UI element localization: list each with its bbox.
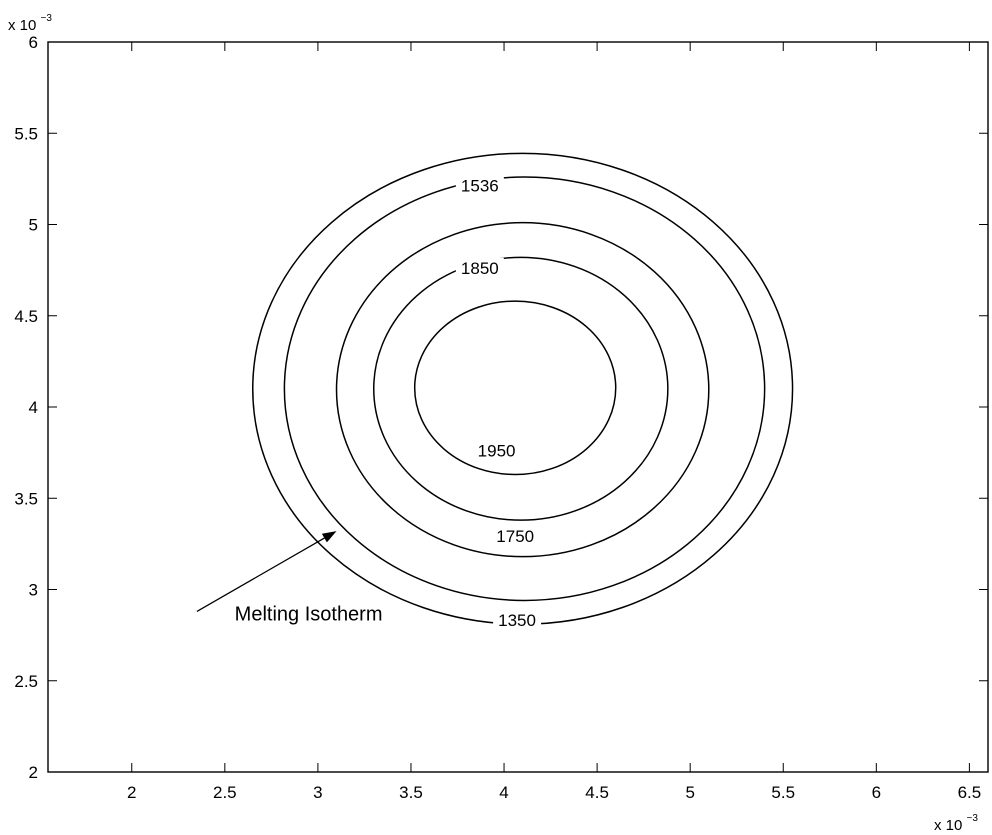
y-axis: 2 2.5 3 3.5 4 4.5 5 5.5 6	[14, 33, 988, 782]
y-tick-label: 6	[29, 33, 38, 52]
y-exponent-label: x 10 −3	[8, 13, 52, 34]
annotation: Melting Isotherm	[196, 531, 383, 626]
x-exponent-power: −3	[967, 813, 979, 824]
contour-label-bg	[455, 257, 504, 279]
y-exponent-base: x 10	[8, 17, 36, 34]
contour-line-1850	[372, 256, 669, 521]
y-tick-label: 4	[29, 398, 38, 417]
x-exponent-label: x 10 −3	[934, 813, 978, 834]
contour-label-1350: 1350	[498, 611, 536, 630]
x-tick-label: 3.5	[399, 783, 423, 802]
contour-labels: 1350 1536 1750 1850 1950	[455, 175, 542, 631]
x-tick-label: 3	[313, 783, 322, 802]
y-tick-label: 4.5	[14, 307, 38, 326]
x-tick-label: 4	[499, 783, 508, 802]
contour-line-1536	[283, 176, 766, 602]
x-tick-label: 4.5	[585, 783, 609, 802]
y-tick-label: 3.5	[14, 489, 38, 508]
y-tick-label: 5	[29, 216, 38, 235]
contour-label-bg	[491, 526, 540, 548]
contour-line-1750	[335, 221, 710, 558]
x-exponent-base: x 10	[934, 817, 962, 834]
annotation-text: Melting Isotherm	[235, 604, 383, 626]
contour-label-bg	[472, 440, 521, 462]
contour-label-1850: 1850	[461, 259, 499, 278]
contour-line-1950	[413, 300, 617, 476]
contour-label-1750: 1750	[496, 527, 534, 546]
y-tick-label: 5.5	[14, 124, 38, 143]
y-exponent-power: −3	[41, 13, 53, 24]
contour-label-1536: 1536	[461, 177, 499, 196]
y-tick-label: 3	[29, 581, 38, 600]
annotation-arrow-line	[196, 537, 325, 612]
contour-label-bg	[493, 610, 542, 631]
x-tick-label: 6	[872, 783, 881, 802]
y-tick-label: 2.5	[14, 672, 38, 691]
y-tick-label: 2	[29, 763, 38, 782]
annotation-arrow-head	[321, 531, 337, 543]
plot-area	[47, 41, 989, 773]
contour-label-1950: 1950	[478, 441, 516, 460]
x-axis: 2 2.5 3 3.5 4 4.5 5 5.5 6 6.5	[127, 42, 981, 802]
x-tick-label: 5.5	[771, 783, 795, 802]
x-tick-label: 2	[127, 783, 136, 802]
x-tick-label: 5	[685, 783, 694, 802]
x-tick-label: 6.5	[958, 783, 982, 802]
x-tick-label: 2.5	[213, 783, 237, 802]
contour-label-bg	[455, 175, 504, 197]
